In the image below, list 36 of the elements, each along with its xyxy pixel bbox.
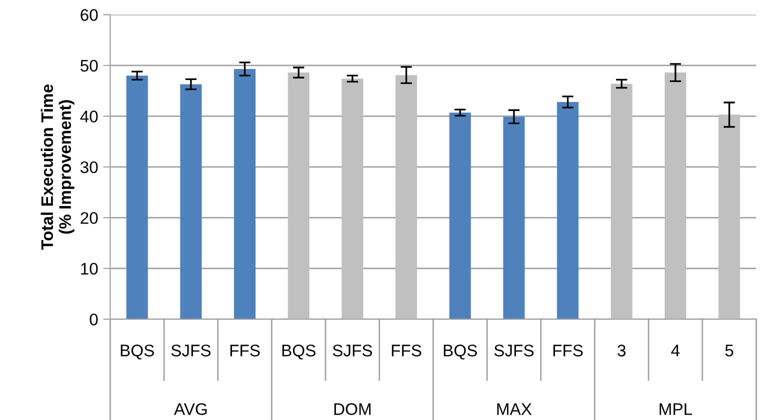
y-tick-label: 50 xyxy=(80,60,98,72)
bar xyxy=(234,69,256,320)
bar xyxy=(610,84,632,320)
bar xyxy=(503,116,525,320)
x-tick-label: 5 xyxy=(725,344,734,356)
bar xyxy=(396,75,418,320)
bar xyxy=(557,102,579,320)
x-tick-label: BQS xyxy=(120,344,154,360)
x-tick-label: 3 xyxy=(618,344,626,356)
x-tick-label: FFS xyxy=(553,344,583,356)
text: AVG xyxy=(174,403,207,416)
bar xyxy=(180,84,202,320)
y-tick-label: 60 xyxy=(80,9,98,21)
x-tick-label: SJFS xyxy=(494,344,534,356)
text: DOM xyxy=(334,403,371,416)
x-tick-label: FFS xyxy=(392,344,422,356)
bar xyxy=(126,76,148,320)
y-tick-label: 10 xyxy=(81,262,98,275)
y-tick-label: 30 xyxy=(80,161,98,174)
bar xyxy=(449,112,471,320)
x-tick-label: SJFS xyxy=(171,344,211,356)
text: MAX xyxy=(497,403,532,415)
bar xyxy=(288,72,310,320)
bar xyxy=(342,78,364,320)
x-tick-label: FFS xyxy=(230,344,260,356)
text: MPL xyxy=(660,403,692,415)
y-tick-label: 40 xyxy=(80,110,98,122)
y-axis-title: Total Execution Time (% Improvement) xyxy=(40,84,74,250)
bar xyxy=(718,114,740,320)
y-tick-label: 20 xyxy=(80,212,98,224)
bar xyxy=(664,72,686,320)
x-tick-label: 4 xyxy=(671,344,680,356)
x-tick-label: BQS xyxy=(444,344,477,360)
y-tick-label: 0 xyxy=(90,314,98,326)
x-tick-label: BQS xyxy=(282,344,316,360)
x-tick-label: SJFS xyxy=(332,344,372,356)
